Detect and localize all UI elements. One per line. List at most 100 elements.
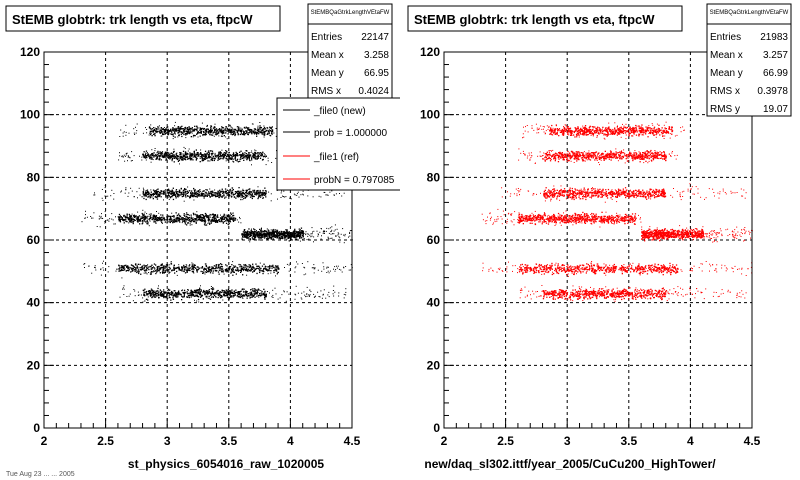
scatter-point — [185, 269, 187, 271]
scatter-point — [210, 159, 213, 161]
scatter-point — [245, 194, 247, 196]
scatter-point — [181, 128, 183, 130]
scatter-point — [234, 129, 236, 131]
scatter-point — [222, 132, 224, 135]
scatter-point — [183, 189, 185, 191]
scatter-point — [142, 191, 144, 194]
scatter-point — [550, 130, 552, 132]
scatter-point — [144, 154, 147, 156]
scatter-point — [170, 154, 172, 157]
scatter-point — [300, 194, 302, 196]
scatter-point — [199, 291, 201, 293]
scatter-point — [218, 192, 220, 194]
scatter-point — [160, 290, 162, 292]
scatter-point — [242, 154, 244, 156]
scatter-point — [149, 127, 151, 129]
scatter-point — [216, 214, 219, 216]
scatter-point — [171, 153, 174, 155]
scatter-point — [189, 153, 191, 156]
scatter-point — [175, 127, 177, 130]
scatter-point — [323, 268, 325, 270]
scatter-point — [203, 131, 205, 133]
scatter-point — [167, 132, 169, 134]
scatter-point — [254, 229, 256, 231]
scatter-point — [260, 194, 262, 196]
scatter-point — [306, 233, 308, 235]
scatter-point — [150, 288, 153, 290]
scatter-point — [214, 152, 216, 154]
scatter-point — [165, 271, 167, 273]
scatter-point — [227, 294, 229, 296]
scatter-point — [145, 195, 147, 197]
scatter-point — [84, 263, 86, 264]
scatter-point — [201, 159, 203, 161]
scatter-point — [277, 271, 279, 273]
scatter-point — [207, 293, 209, 295]
scatter-point — [254, 293, 256, 295]
scatter-point — [104, 185, 106, 187]
scatter-point — [189, 291, 192, 293]
scatter-point — [243, 196, 245, 198]
scatter-point — [161, 155, 163, 157]
scatter-point — [185, 266, 187, 268]
scatter-point — [272, 232, 273, 234]
scatter-point — [94, 265, 96, 267]
scatter-point — [264, 134, 266, 136]
scatter-point — [240, 269, 242, 271]
scatter-point — [143, 267, 145, 269]
scatter-point — [251, 132, 253, 134]
scatter-point — [274, 234, 276, 236]
scatter-point — [166, 269, 168, 271]
scatter-point — [186, 292, 188, 294]
scatter-point — [176, 192, 177, 193]
scatter-point — [315, 295, 316, 297]
scatter-point — [206, 189, 208, 191]
scatter-point — [205, 265, 208, 268]
scatter-point — [211, 152, 214, 154]
scatter-point — [229, 129, 231, 132]
scatter-point — [170, 219, 172, 221]
stats-label-mean-y: Mean y — [311, 68, 344, 79]
scatter-point — [118, 219, 120, 221]
scatter-point — [231, 291, 233, 293]
scatter-point — [158, 126, 160, 128]
scatter-point — [128, 270, 130, 272]
scatter-point — [289, 237, 291, 239]
scatter-point — [226, 293, 228, 296]
scatter-point — [196, 214, 199, 216]
scatter-point — [253, 157, 256, 159]
scatter-point — [187, 222, 190, 224]
scatter-point — [276, 230, 278, 232]
scatter-point — [115, 270, 117, 272]
scatter-point — [188, 219, 190, 221]
scatter-point — [149, 132, 151, 134]
scatter-point — [255, 191, 258, 193]
scatter-point — [206, 128, 208, 130]
scatter-point — [148, 156, 150, 158]
scatter-point — [324, 232, 325, 234]
scatter-point — [251, 159, 253, 161]
scatter-point — [94, 192, 95, 194]
scatter-point — [159, 151, 161, 153]
scatter-point — [236, 219, 238, 221]
scatter-point — [253, 190, 255, 193]
scatter-point — [202, 272, 204, 274]
scatter-point — [145, 265, 147, 267]
scatter-point — [204, 191, 206, 193]
scatter-point — [232, 154, 234, 156]
scatter-point — [273, 231, 275, 233]
scatter-point — [241, 288, 243, 290]
scatter-point — [180, 133, 182, 135]
scatter-point — [175, 294, 178, 296]
scatter-point — [210, 222, 212, 224]
scatter-point — [205, 153, 207, 155]
scatter-point — [221, 128, 223, 130]
scatter-point — [130, 268, 133, 270]
scatter-point — [281, 234, 284, 236]
scatter-point — [262, 292, 264, 295]
scatter-point — [584, 125, 587, 127]
scatter-point — [290, 238, 292, 240]
scatter-point — [156, 211, 157, 212]
scatter-point — [186, 267, 188, 269]
scatter-point — [148, 291, 150, 293]
